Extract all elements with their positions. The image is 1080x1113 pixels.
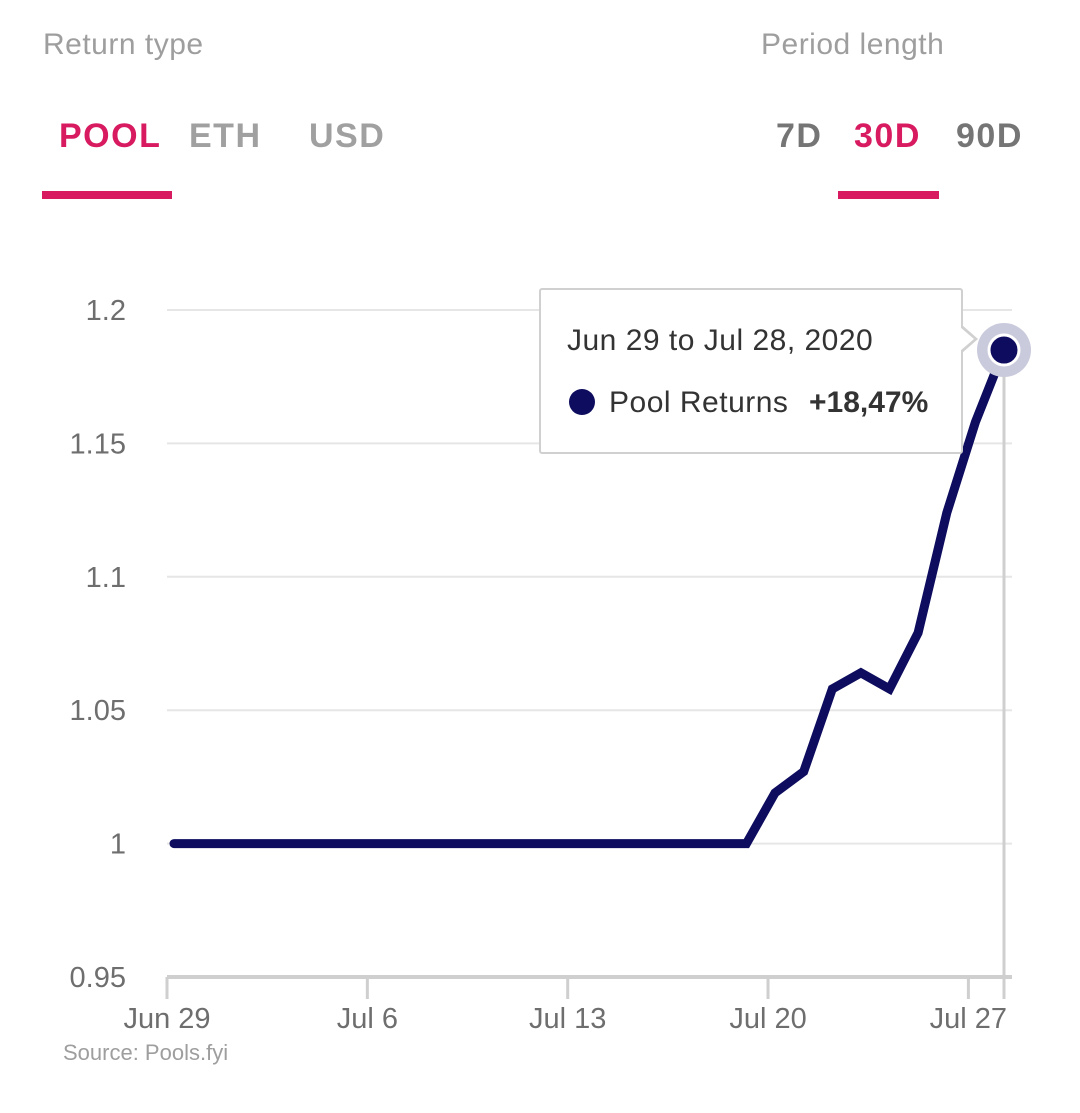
y-tick-label: 1.1 [86,562,126,594]
return-tab-active-indicator [42,191,172,199]
period-tab-active-indicator [838,191,939,199]
tooltip-arrow-fill [960,327,974,351]
x-tick-label: Jul 27 [930,1003,1007,1035]
x-tick-label: Jul 20 [729,1003,806,1035]
tooltip-series-marker [569,389,595,415]
y-tick-label: 1.2 [86,295,126,327]
tooltip-date-range: Jun 29 to Jul 28, 2020 [567,324,874,357]
series-line-pool-returns [169,345,1009,849]
x-tick-label: Jul 6 [337,1003,398,1035]
y-tick-label: 1.15 [70,428,126,460]
tooltip-series-name: Pool Returns [609,386,789,419]
hover-point [987,333,1021,367]
tooltip-series-value: +18,47% [809,386,929,419]
y-tick-label: 0.95 [70,962,126,994]
tab-90d[interactable]: 90D [956,117,1023,155]
tab-pool[interactable]: POOL [59,117,162,155]
return-type-label: Return type [43,28,204,61]
period-length-label: Period length [761,28,945,61]
tab-eth[interactable]: ETH [189,117,262,155]
tab-30d[interactable]: 30D [854,117,921,155]
x-tick-label: Jul 13 [529,1003,606,1035]
x-tick-label: Jun 29 [123,1003,210,1035]
y-tick-label: 1.05 [70,695,126,727]
tab-7d[interactable]: 7D [776,117,823,155]
source-note: Source: Pools.fyi [63,1040,228,1065]
tab-usd[interactable]: USD [309,117,386,155]
chart-tooltip: Jun 29 to Jul 28, 2020 Pool Returns +18,… [539,288,963,454]
y-tick-label: 1 [110,829,126,861]
